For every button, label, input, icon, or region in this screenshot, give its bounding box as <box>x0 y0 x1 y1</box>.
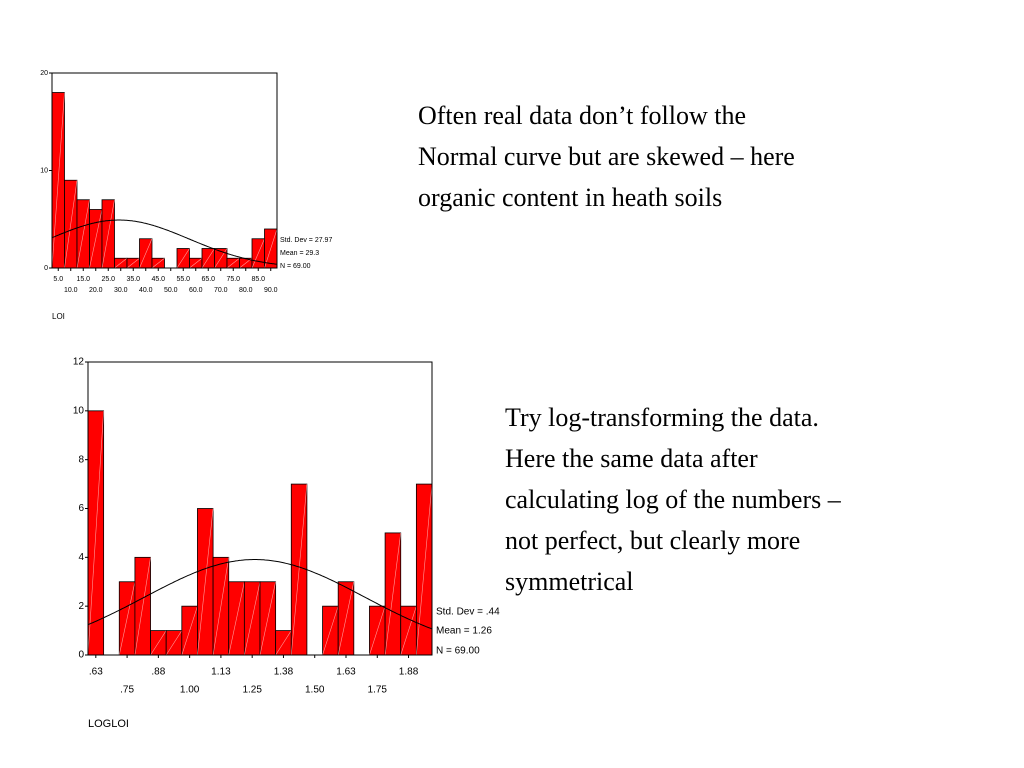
x-tick-label: 45.0 <box>151 276 165 283</box>
x-tick-label: 40.0 <box>139 287 153 294</box>
bar-hatch <box>89 209 103 269</box>
x-axis-label: LOGLOI <box>88 718 129 730</box>
x-tick-label: 5.0 <box>53 276 63 283</box>
x-tick-label: 85.0 <box>251 276 265 283</box>
bar-hatch <box>118 581 136 656</box>
x-tick-label: 15.0 <box>76 276 90 283</box>
bar-hatch <box>259 581 276 656</box>
bar-hatch <box>384 532 402 656</box>
x-tick-label: 70.0 <box>214 287 228 294</box>
y-tick-label: 6 <box>78 503 84 514</box>
y-tick-label: 10 <box>40 167 48 174</box>
y-tick-label: 12 <box>73 357 85 368</box>
y-tick-label: 10 <box>73 405 85 416</box>
bar-hatch <box>134 557 151 656</box>
normal-curve <box>87 559 433 630</box>
x-tick-label: 80.0 <box>239 287 253 294</box>
paragraph-line: organic content in heath soils <box>418 183 722 212</box>
x-tick-label: .88 <box>151 667 165 678</box>
y-tick-label: 20 <box>40 70 48 77</box>
bar-hatch <box>251 238 265 269</box>
y-tick-label: 0 <box>44 265 48 272</box>
stat-label: N = 69.00 <box>280 263 311 270</box>
bar-hatch <box>228 581 245 656</box>
y-tick-label: 8 <box>78 454 84 465</box>
bar-hatch <box>76 199 90 269</box>
paragraph-line: Try log-transforming the data. <box>505 403 819 432</box>
x-tick-label: 1.88 <box>399 667 419 678</box>
bar-hatch <box>264 228 278 269</box>
bar-hatch <box>275 630 292 656</box>
bar-hatch <box>176 248 190 269</box>
paragraph-line: Here the same data after <box>505 444 758 473</box>
stat-label: N = 69.00 <box>436 646 480 657</box>
x-tick-label: 1.50 <box>305 685 325 696</box>
x-tick-label: 30.0 <box>114 287 128 294</box>
paragraph-line: Often real data don’t follow the <box>418 101 746 130</box>
x-tick-label: 50.0 <box>164 287 178 294</box>
bar-hatch <box>201 248 215 269</box>
bar-hatch <box>244 581 261 656</box>
x-tick-label: 1.63 <box>336 667 356 678</box>
stat-label: Mean = 29.3 <box>280 250 319 257</box>
paragraph-line: not perfect, but clearly more <box>505 526 800 555</box>
normal-curve <box>51 219 278 265</box>
bar-hatch <box>416 484 433 656</box>
stat-label: Std. Dev = .44 <box>436 607 500 618</box>
bar-hatch <box>197 508 214 656</box>
x-tick-label: 60.0 <box>189 287 203 294</box>
bar-hatch <box>226 258 240 269</box>
bar-hatch <box>189 258 203 269</box>
y-tick-label: 0 <box>78 650 84 661</box>
paragraph-line: Normal curve but are skewed – here <box>418 142 795 171</box>
x-tick-label: 75.0 <box>226 276 240 283</box>
x-tick-label: 55.0 <box>176 276 190 283</box>
bar-hatch <box>290 484 308 656</box>
x-tick-label: 65.0 <box>201 276 215 283</box>
paragraph-line: symmetrical <box>505 567 634 596</box>
bar-hatch <box>165 630 183 656</box>
bar-hatch <box>400 606 417 656</box>
x-tick-label: 1.13 <box>211 667 231 678</box>
bar-hatch <box>139 238 153 269</box>
bar-hatch <box>114 258 128 269</box>
bar-hatch <box>181 606 198 656</box>
bar-hatch <box>369 606 386 656</box>
stat-label: Mean = 1.26 <box>436 626 492 637</box>
bar-hatch <box>51 92 65 269</box>
y-tick-label: 4 <box>78 552 84 563</box>
x-tick-label: 1.38 <box>274 667 294 678</box>
bar-hatch <box>337 581 355 656</box>
bar-hatch <box>212 557 230 656</box>
x-axis-label: LOI <box>52 312 65 321</box>
x-tick-label: 1.25 <box>242 685 262 696</box>
y-tick-label: 2 <box>78 601 84 612</box>
bar-hatch <box>101 199 115 269</box>
x-tick-label: 10.0 <box>64 287 78 294</box>
bar-hatch <box>214 248 228 269</box>
x-tick-label: 20.0 <box>89 287 103 294</box>
bar-hatch <box>126 258 140 269</box>
bar-hatch <box>151 258 165 269</box>
x-tick-label: 1.75 <box>368 685 388 696</box>
x-tick-label: 25.0 <box>101 276 115 283</box>
bar-hatch <box>64 180 78 269</box>
bar-hatch <box>150 630 167 656</box>
x-tick-label: 35.0 <box>126 276 140 283</box>
paragraph-line: calculating log of the numbers – <box>505 485 842 514</box>
x-tick-label: 90.0 <box>264 287 278 294</box>
x-tick-label: .63 <box>89 667 103 678</box>
bar-hatch <box>87 410 104 656</box>
bar-hatch <box>322 606 339 656</box>
x-tick-label: .75 <box>120 685 134 696</box>
x-tick-label: 1.00 <box>180 685 200 696</box>
stat-label: Std. Dev = 27.97 <box>280 237 332 244</box>
